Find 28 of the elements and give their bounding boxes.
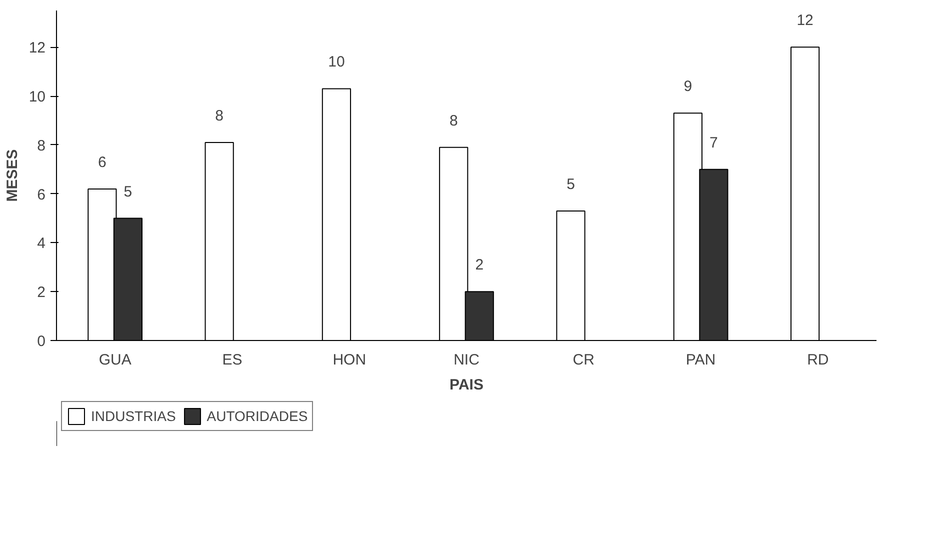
x-tick-label: GUA — [98, 352, 132, 368]
legend-label: AUTORIDADES — [206, 408, 308, 424]
x-tick-label: CR — [572, 352, 595, 368]
x-tick-label: NIC — [454, 352, 480, 368]
data-label: 8 — [449, 112, 458, 130]
y-tick-label: 12 — [28, 40, 46, 57]
y-axis-title: MESES — [4, 149, 21, 202]
y-tick-label: 2 — [37, 284, 46, 302]
data-label: 6 — [98, 154, 106, 171]
x-axis-title: PAIS — [450, 376, 484, 394]
data-label: 10 — [328, 54, 345, 71]
y-tick-label: 4 — [37, 235, 46, 252]
data-label: 8 — [215, 108, 224, 124]
y-tick-label: 8 — [37, 137, 46, 154]
data-label: 12 — [796, 12, 814, 30]
data-label: 7 — [710, 134, 718, 152]
y-tick-label: 10 — [28, 88, 46, 106]
y-tick-label: 0 — [37, 333, 46, 350]
legend-label: INDUSTRIAS — [91, 408, 176, 424]
x-tick-label: HON — [332, 352, 366, 368]
data-label: 2 — [475, 256, 484, 274]
x-tick-label: RD — [807, 352, 829, 368]
x-tick-label: ES — [222, 352, 242, 368]
y-tick-label: 6 — [37, 186, 46, 204]
x-tick-label: PAN — [686, 352, 716, 368]
data-label: 5 — [124, 183, 132, 200]
data-label: 9 — [684, 78, 692, 96]
data-label: 5 — [566, 176, 575, 193]
